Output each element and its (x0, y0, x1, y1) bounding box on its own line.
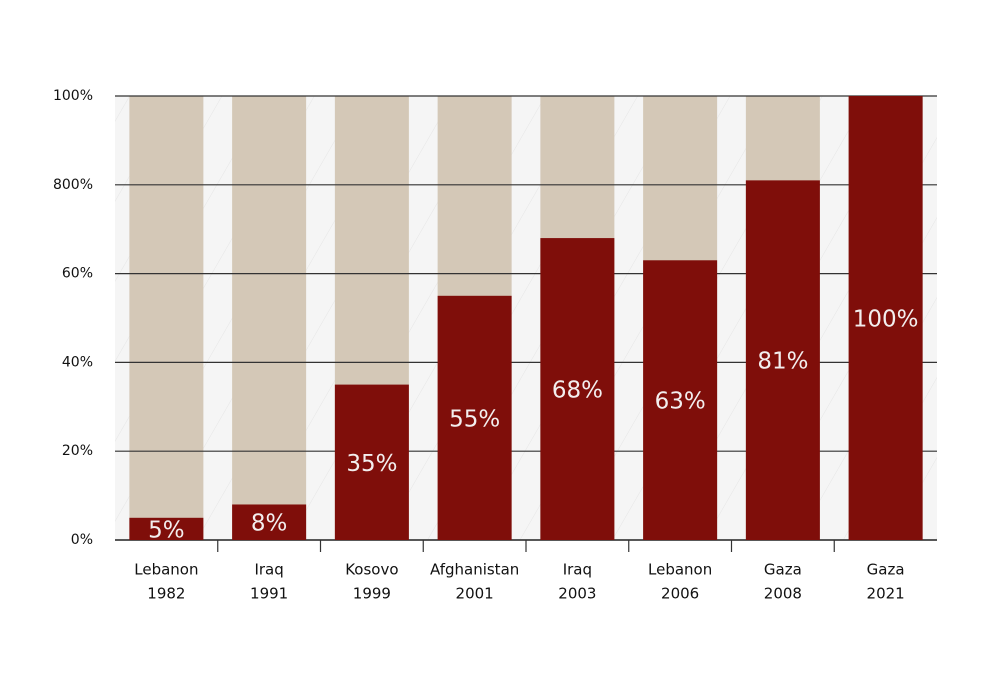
bar (848, 96, 923, 540)
bar (643, 260, 718, 540)
x-tick-label: Gaza (764, 561, 802, 579)
bar (745, 180, 820, 541)
value-label: 5% (148, 517, 185, 543)
y-tick-label: 800% (53, 177, 93, 193)
x-tick-label: 2001 (456, 585, 494, 603)
x-tick-label: 2008 (764, 585, 802, 603)
value-label: 63% (655, 389, 706, 415)
x-tick-label: Lebanon (134, 561, 198, 579)
value-label: 81% (757, 349, 808, 375)
bar (540, 238, 615, 540)
value-label: 35% (346, 451, 397, 477)
bar-track (129, 96, 204, 540)
bar (437, 295, 512, 540)
x-tick-label: 2006 (661, 585, 699, 603)
y-tick-label: 0% (71, 532, 93, 548)
y-tick-label: 40% (62, 354, 93, 370)
bar (232, 504, 307, 540)
value-label: 100% (853, 307, 919, 333)
x-tick-label: Iraq (254, 561, 283, 579)
x-tick-label: 2021 (867, 585, 905, 603)
x-tick-label: 1999 (353, 585, 391, 603)
value-label: 55% (449, 406, 500, 432)
x-tick-label: Kosovo (345, 561, 398, 579)
bar (129, 517, 204, 540)
value-label: 68% (552, 378, 603, 404)
x-tick-label: 1991 (250, 585, 288, 603)
x-tick-label: Afghanistan (430, 561, 519, 579)
x-tick-label: Lebanon (648, 561, 712, 579)
x-tick-label: Gaza (867, 561, 905, 579)
y-tick-label: 20% (62, 443, 93, 459)
y-tick-label: 100% (53, 88, 93, 104)
bar (334, 384, 409, 540)
value-label: 8% (251, 511, 288, 537)
y-tick-label: 60% (62, 266, 93, 282)
bar-track (232, 96, 307, 540)
x-tick-label: 2003 (558, 585, 596, 603)
x-tick-label: 1982 (147, 585, 185, 603)
x-tick-label: Iraq (563, 561, 592, 579)
